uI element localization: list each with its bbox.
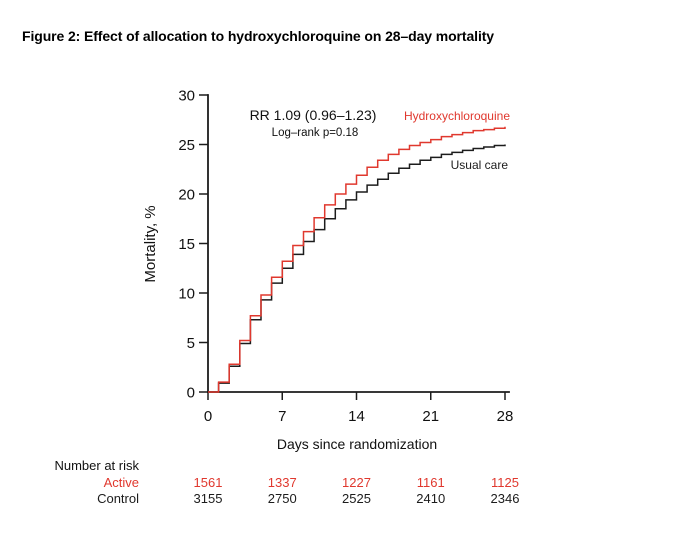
logrank-text: Log–rank p=0.18	[272, 127, 359, 139]
risk-value-control-day21: 2410	[416, 491, 445, 506]
series-label-hydroxychloroquine: Hydroxychloroquine	[404, 109, 510, 123]
rr-value-text: RR 1.09 (0.96–1.23)	[250, 107, 377, 123]
figure-title: Figure 2: Effect of allocation to hydrox…	[22, 28, 494, 44]
risk-value-control-day14: 2525	[342, 491, 371, 506]
x-axis-title: Days since randomization	[277, 436, 437, 452]
risk-value-active-day28: 1125	[491, 475, 519, 490]
chart-generated-layer: 0 5 10 15 20 25 30 0 7 14 21 28 1561 1337 1227 1161 1125…	[178, 88, 519, 507]
y-axis-title: Mortality, %	[142, 205, 159, 282]
y-tick-label: 5	[187, 335, 195, 352]
series-label-usual-care: Usual care	[451, 158, 509, 172]
x-tick-label: 28	[497, 408, 514, 425]
risk-value-active-day0: 1561	[194, 475, 223, 490]
y-tick-label: 25	[178, 137, 195, 154]
risk-value-active-day14: 1227	[342, 475, 371, 490]
risk-value-active-day21: 1161	[417, 475, 445, 490]
risk-row-label-active: Active	[104, 475, 139, 490]
risk-value-control-day0: 3155	[194, 491, 223, 506]
risk-value-control-day28: 2346	[491, 491, 520, 506]
y-tick-label: 10	[178, 286, 195, 303]
rr-annotation: RR 1.09 (0.96–1.23) Log–rank p=0.18	[250, 107, 377, 139]
x-tick-label: 0	[204, 408, 212, 425]
x-tick-label: 21	[422, 408, 439, 425]
risk-value-active-day7: 1337	[268, 475, 297, 490]
survival-curve-hydroxychloroquine	[208, 126, 506, 393]
risk-table-header: Number at risk	[54, 458, 139, 473]
y-tick-label: 20	[178, 187, 195, 204]
y-tick-label: 0	[187, 385, 195, 402]
risk-row-label-control: Control	[97, 491, 139, 506]
y-tick-label: 30	[178, 88, 195, 105]
risk-value-control-day7: 2750	[268, 491, 297, 506]
x-tick-label: 14	[348, 408, 365, 425]
y-tick-label: 15	[178, 236, 195, 253]
x-tick-label: 7	[278, 408, 286, 425]
risk-table-labels: Number at risk Active Control	[54, 458, 139, 506]
